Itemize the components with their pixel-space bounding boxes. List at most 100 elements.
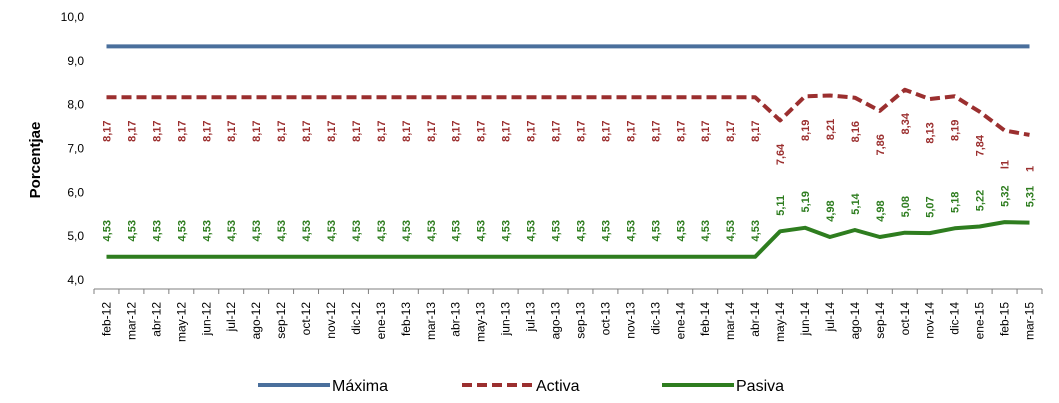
data-label-pasiva: 4,53 xyxy=(201,220,213,241)
data-label-activa: 8,13 xyxy=(925,122,937,143)
data-label-pasiva: 4,53 xyxy=(451,220,463,241)
data-label-activa: 8,17 xyxy=(526,121,538,142)
data-label-activa: 8,17 xyxy=(201,121,213,142)
y-tick-label: 6,0 xyxy=(67,185,84,199)
x-tick-label: feb-14 xyxy=(698,302,712,336)
data-label-pasiva: 4,53 xyxy=(351,220,363,241)
legend-label: Máxima xyxy=(332,378,388,395)
data-label-pasiva: 5,32 xyxy=(1000,185,1012,206)
data-label-pasiva: 5,18 xyxy=(950,192,962,213)
data-label-activa: 8,17 xyxy=(725,121,737,142)
data-label-pasiva: 4,53 xyxy=(151,220,163,241)
data-label-activa: 8,17 xyxy=(426,121,438,142)
data-label-activa: 8,17 xyxy=(276,121,288,142)
x-tick-label: oct-12 xyxy=(299,302,313,336)
data-label-pasiva: 4,53 xyxy=(700,220,712,241)
x-tick-label: mar-12 xyxy=(124,302,138,340)
x-tick-label: ago-12 xyxy=(249,302,263,340)
data-label-activa: 8,17 xyxy=(301,121,313,142)
data-label-activa: 1 xyxy=(1025,166,1037,172)
x-tick-label: sep-14 xyxy=(873,302,887,339)
data-label-activa: 8,17 xyxy=(700,121,712,142)
data-label-pasiva: 4,53 xyxy=(725,220,737,241)
x-tick-label: oct-13 xyxy=(598,302,612,336)
x-tick-label: feb-15 xyxy=(998,302,1012,336)
data-label-activa: 8,17 xyxy=(650,121,662,142)
x-tick-label: jul-14 xyxy=(823,302,837,333)
x-tick-label: dic-13 xyxy=(648,302,662,335)
x-tick-label: sep-12 xyxy=(274,302,288,339)
data-label-pasiva: 4,98 xyxy=(825,200,837,221)
data-label-activa: 8,17 xyxy=(501,121,513,142)
y-tick-label: 4,0 xyxy=(67,273,84,287)
series-lines xyxy=(106,44,1030,259)
x-tick-label: jun-13 xyxy=(499,302,513,337)
y-axis: 4,0 5,0 6,0 7,0 8,0 9,0 10,0 xyxy=(61,10,85,287)
data-label-pasiva: 5,14 xyxy=(850,192,862,214)
x-axis: feb-12 mar-12 abr-12 may-12 jun-12 jul-12 ago-… xyxy=(93,288,1043,342)
x-tick-label: mar-15 xyxy=(1023,302,1037,340)
data-label-pasiva: 4,53 xyxy=(226,220,238,241)
x-tick-label: jul-12 xyxy=(224,302,238,333)
data-label-activa: l1 xyxy=(1000,160,1012,169)
series-line-activa xyxy=(106,87,1030,137)
data-label-activa: 8,19 xyxy=(950,120,962,141)
data-label-activa: 8,17 xyxy=(750,121,762,142)
data-label-activa: 8,17 xyxy=(151,121,163,142)
data-label-activa: 8,17 xyxy=(176,121,188,142)
data-label-pasiva: 4,53 xyxy=(575,220,587,241)
data-label-pasiva: 5,31 xyxy=(1025,186,1037,207)
data-label-activa: 8,21 xyxy=(825,119,837,140)
data-label-pasiva: 5,07 xyxy=(925,196,937,217)
x-tick-label: feb-12 xyxy=(99,302,113,336)
legend-label: Activa xyxy=(536,378,580,395)
data-label-pasiva: 4,53 xyxy=(251,220,263,241)
data-label-pasiva: 4,53 xyxy=(401,220,413,241)
data-label-activa: 8,17 xyxy=(551,121,563,142)
x-tick-label: nov-12 xyxy=(324,302,338,339)
x-tick-label: sep-13 xyxy=(573,302,587,339)
x-tick-label: jul-13 xyxy=(524,302,538,333)
data-label-pasiva: 5,22 xyxy=(975,190,987,211)
x-tick-label: abr-12 xyxy=(149,302,163,337)
data-label-activa: 8,16 xyxy=(850,121,862,142)
data-labels: 8,17 8,17 8,17 8,17 8,17 8,17 8,17 8,17 8,17 8,17… xyxy=(101,112,1036,241)
x-tick-label: dic-14 xyxy=(948,302,962,335)
data-label-pasiva: 4,53 xyxy=(600,220,612,241)
x-tick-label: ago-14 xyxy=(848,302,862,340)
data-label-pasiva: 4,53 xyxy=(126,220,138,241)
data-label-pasiva: 4,53 xyxy=(326,220,338,241)
data-label-pasiva: 4,53 xyxy=(650,220,662,241)
data-label-pasiva: 4,53 xyxy=(625,220,637,241)
data-label-activa: 8,17 xyxy=(226,121,238,142)
data-label-pasiva: 4,53 xyxy=(376,220,388,241)
data-label-pasiva: 5,19 xyxy=(800,191,812,212)
data-label-activa: 8,17 xyxy=(575,121,587,142)
y-tick-label: 9,0 xyxy=(67,54,84,68)
data-label-activa: 8,17 xyxy=(351,121,363,142)
y-tick-label: 10,0 xyxy=(61,10,85,24)
data-label-activa: 8,17 xyxy=(675,121,687,142)
data-label-pasiva: 4,53 xyxy=(176,220,188,241)
y-tick-label: 5,0 xyxy=(67,229,84,243)
data-label-activa: 8,17 xyxy=(251,121,263,142)
data-label-pasiva: 4,53 xyxy=(526,220,538,241)
x-tick-label: abr-13 xyxy=(449,302,463,337)
legend-label: Pasiva xyxy=(736,378,784,395)
data-label-pasiva: 4,53 xyxy=(501,220,513,241)
data-label-activa: 8,34 xyxy=(900,112,912,134)
data-label-pasiva: 4,53 xyxy=(276,220,288,241)
data-label-activa: 8,17 xyxy=(376,121,388,142)
data-label-pasiva: 4,98 xyxy=(875,200,887,221)
data-label-pasiva: 4,53 xyxy=(301,220,313,241)
data-label-activa: 8,17 xyxy=(476,121,488,142)
x-tick-label: ago-13 xyxy=(549,302,563,340)
x-tick-label: nov-13 xyxy=(623,302,637,339)
y-axis-label: Porcentjae xyxy=(27,122,44,199)
data-label-activa: 8,17 xyxy=(101,121,113,142)
data-label-pasiva: 4,53 xyxy=(426,220,438,241)
legend: Máxima Activa Pasiva xyxy=(258,378,784,395)
data-label-activa: 8,17 xyxy=(600,121,612,142)
x-tick-label: feb-13 xyxy=(399,302,413,336)
x-tick-label: mar-14 xyxy=(723,302,737,340)
